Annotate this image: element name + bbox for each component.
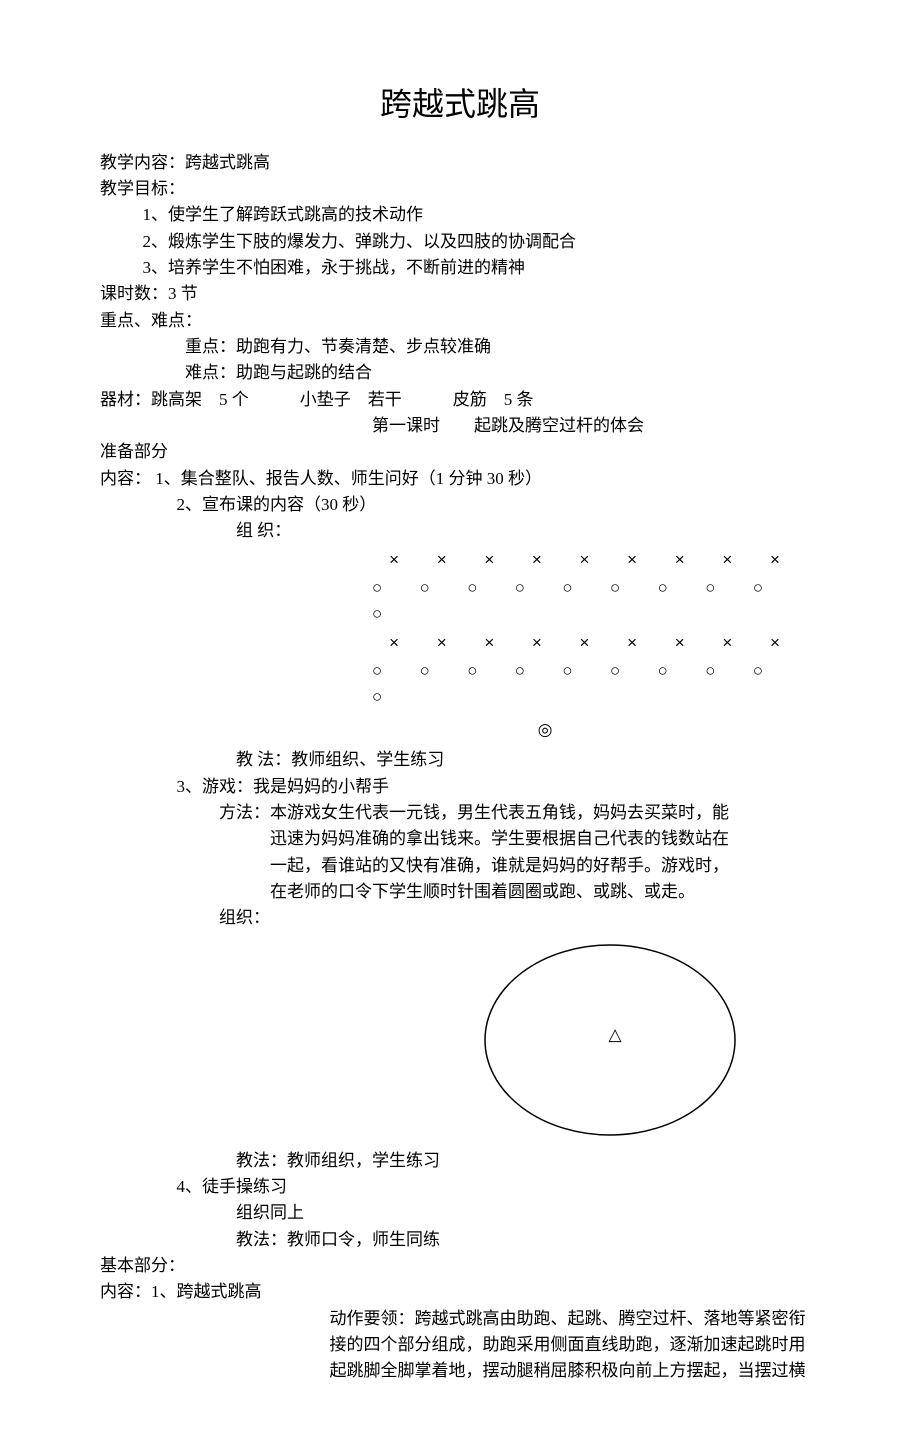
- game-method-line-4: 在老师的口令下学生顺时针围着圆圈或跑、或跳、或走。: [100, 879, 820, 905]
- organization-2-label: 组织：: [100, 905, 820, 931]
- equipment: 器材：跳高架 5 个 小垫子 若干 皮筋 5 条: [100, 387, 820, 413]
- action-line-1: 动作要领：跨越式跳高由助跑、起跳、腾空过杆、落地等紧密衔: [100, 1306, 820, 1332]
- prep-item-1: 1、集合整队、报告人数、师生问好（1 分钟 30 秒）: [155, 469, 542, 488]
- circle-diagram: △: [100, 940, 820, 1140]
- game-method-line-2: 迅速为妈妈准确的拿出钱来。学生要根据自己代表的钱数站在: [100, 826, 820, 852]
- formation-row-4: ○ ○ ○ ○ ○ ○ ○ ○ ○ ○: [100, 660, 820, 713]
- key-difficult-label: 重点、难点：: [100, 308, 820, 334]
- prep-item-3: 3、游戏：我是妈妈的小帮手: [100, 774, 820, 800]
- teacher-position-icon: ◎: [100, 717, 820, 743]
- formation-row-2: ○ ○ ○ ○ ○ ○ ○ ○ ○ ○: [100, 577, 820, 630]
- formation-row-1: × × × × × × × × ×: [100, 549, 820, 575]
- difficult-point: 难点：助跑与起跳的结合: [100, 360, 820, 386]
- teaching-method-1: 教 法：教师组织、学生练习: [100, 747, 820, 773]
- teaching-method-2: 教法：教师组织，学生练习: [100, 1148, 820, 1174]
- game-method-line-3: 一起，看谁站的又快有准确，谁就是妈妈的好帮手。游戏时，: [100, 853, 820, 879]
- goal-2: 2、煅炼学生下肢的爆发力、弹跳力、以及四肢的协调配合: [100, 229, 820, 255]
- lesson-1-title: 第一课时 起跳及腾空过杆的体会: [100, 413, 820, 439]
- document-title: 跨越式跳高: [100, 80, 820, 130]
- goal-1: 1、使学生了解跨跃式跳高的技术动作: [100, 202, 820, 228]
- organization-label: 组 织：: [100, 518, 820, 544]
- key-point: 重点：助跑有力、节奏清楚、步点较准确: [100, 334, 820, 360]
- formation-row-3: × × × × × × × × ×: [100, 632, 820, 658]
- teaching-goals-label: 教学目标：: [100, 176, 820, 202]
- triangle-mark-icon: △: [608, 1025, 622, 1044]
- circle-icon: △: [480, 940, 740, 1140]
- action-line-3: 起跳脚全脚掌着地，摆动腿稍屈膝积极向前上方摆起，当摆过横: [100, 1358, 820, 1384]
- basic-section-label: 基本部分：: [100, 1253, 820, 1279]
- prep-section-label: 准备部分: [100, 439, 820, 465]
- organization-same: 组织同上: [100, 1200, 820, 1226]
- teaching-method-3: 教法：教师口令，师生同练: [100, 1227, 820, 1253]
- content-line-1: 内容： 1、集合整队、报告人数、师生问好（1 分钟 30 秒）: [100, 466, 820, 492]
- goal-3: 3、培养学生不怕困难，永于挑战，不断前进的精神: [100, 255, 820, 281]
- teaching-content: 教学内容：跨越式跳高: [100, 150, 820, 176]
- class-hours: 课时数：3 节: [100, 281, 820, 307]
- content-prefix: 内容：: [100, 469, 151, 488]
- action-line-2: 接的四个部分组成，助跑采用侧面直线助跑，逐渐加速起跳时用: [100, 1332, 820, 1358]
- prep-item-2: 2、宣布课的内容（30 秒）: [100, 492, 820, 518]
- prep-item-4: 4、徒手操练习: [100, 1174, 820, 1200]
- game-method-line-1: 方法：本游戏女生代表一元钱，男生代表五角钱，妈妈去买菜时，能: [100, 800, 820, 826]
